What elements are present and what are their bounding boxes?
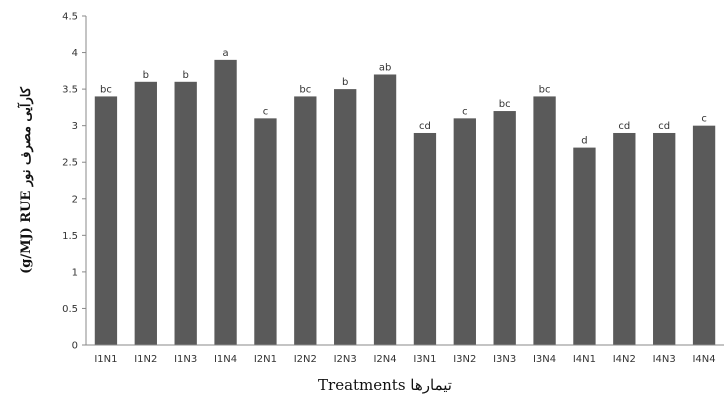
y-tick-label: 0.5 <box>62 304 78 315</box>
bar-label: c <box>263 106 269 117</box>
y-tick-label: 3.5 <box>62 85 78 96</box>
x-tick-label: I2N1 <box>254 354 277 365</box>
bar-label: bc <box>100 84 112 95</box>
x-tick-label: I2N4 <box>373 354 396 365</box>
bar-label: c <box>462 106 468 117</box>
x-tick-label: I2N3 <box>334 354 357 365</box>
bar-i1n4 <box>214 59 237 345</box>
x-tick-label: I3N1 <box>413 354 436 365</box>
bar-i1n1 <box>94 96 118 345</box>
x-tick-label: I1N1 <box>94 354 117 365</box>
bar-label: bc <box>539 84 551 95</box>
y-tick-label: 4 <box>72 48 78 59</box>
bar-i3n3 <box>493 111 516 346</box>
x-tick-label: I1N2 <box>134 354 157 365</box>
bar-label: c <box>701 114 707 125</box>
bar-i4n1 <box>573 147 596 345</box>
x-tick-label: I3N3 <box>493 354 516 365</box>
bar-i2n3 <box>334 89 357 345</box>
y-tick-label: 2.5 <box>62 158 78 169</box>
bar-i2n1 <box>254 118 277 345</box>
x-tick-label: I3N2 <box>453 354 476 365</box>
bar-i4n2 <box>613 132 636 345</box>
y-tick-label: 2 <box>72 194 78 205</box>
y-tick-label: 0 <box>72 341 78 352</box>
bar-label: bc <box>499 99 511 110</box>
bar-i3n4 <box>533 96 556 345</box>
x-tick-label: I4N1 <box>573 354 596 365</box>
bar-label: d <box>581 136 587 147</box>
bar-labels: bc b b a c bc b ab cd c bc bc d cd cd c <box>100 48 707 147</box>
bar-i4n3 <box>653 132 676 345</box>
bar-label: b <box>183 70 189 81</box>
bar-i3n2 <box>453 118 476 345</box>
y-axis-ticks: 0 0.5 1 1.5 2 2.5 3 3.5 4 4.5 <box>62 12 86 352</box>
bar-i2n4 <box>373 74 397 345</box>
bars <box>94 59 716 346</box>
bar-label: ab <box>379 62 391 73</box>
x-axis-title: Treatments تیمارها <box>318 376 452 394</box>
bar-label: cd <box>618 121 630 132</box>
bar-i1n2 <box>134 81 157 346</box>
y-tick-label: 1 <box>72 267 78 278</box>
x-tick-label: I4N4 <box>692 354 715 365</box>
y-tick-label: 1.5 <box>62 231 78 242</box>
bar-i2n2 <box>294 96 317 345</box>
y-tick-label: 3 <box>72 121 78 132</box>
bar-label: b <box>342 77 348 88</box>
x-tick-label: I2N2 <box>294 354 317 365</box>
bar-i1n3 <box>174 81 197 346</box>
y-tick-label: 4.5 <box>62 12 78 23</box>
bar-i4n4 <box>692 125 716 346</box>
x-tick-label: I1N3 <box>174 354 197 365</box>
y-axis-title: (g/MJ) RUE کارآیی مصرف نور <box>17 86 34 274</box>
bar-label: b <box>143 70 149 81</box>
bar-label: cd <box>419 121 431 132</box>
x-tick-label: I4N2 <box>613 354 636 365</box>
bar-i3n1 <box>413 132 437 345</box>
x-tick-label: I4N3 <box>653 354 676 365</box>
x-tick-label: I1N4 <box>214 354 237 365</box>
x-tick-label: I3N4 <box>533 354 556 365</box>
bar-label: a <box>222 48 228 59</box>
bar-label: cd <box>658 121 670 132</box>
x-axis-ticks: I1N1 I1N2 I1N3 I1N4 I2N1 I2N2 I2N3 I2N4 I3N1 I3N2… <box>94 354 715 365</box>
bar-label: bc <box>299 84 311 95</box>
